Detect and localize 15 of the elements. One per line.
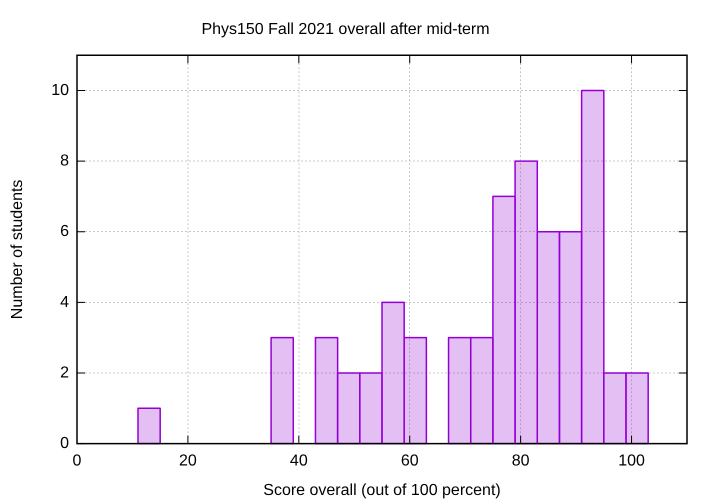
y-axis-title: Number of students	[9, 180, 26, 320]
x-tick-label: 80	[512, 452, 530, 470]
x-tick-label: 20	[179, 452, 197, 470]
y-tick-label: 2	[60, 364, 70, 382]
y-tick-label: 0	[60, 435, 70, 452]
y-tick-label: 6	[60, 223, 70, 240]
chart-title: Phys150 Fall 2021 overall after mid-term	[201, 21, 490, 38]
y-tick-label: 10	[51, 82, 70, 99]
x-tick-label: 40	[290, 452, 308, 470]
x-tick-label: 100	[618, 452, 645, 470]
x-tick-label: 0	[72, 452, 82, 470]
y-tick-label: 8	[60, 152, 70, 170]
y-tick-label: 4	[60, 294, 70, 311]
x-tick-label: 60	[400, 452, 419, 470]
x-axis-title: Score overall (out of 100 percent)	[263, 482, 501, 499]
